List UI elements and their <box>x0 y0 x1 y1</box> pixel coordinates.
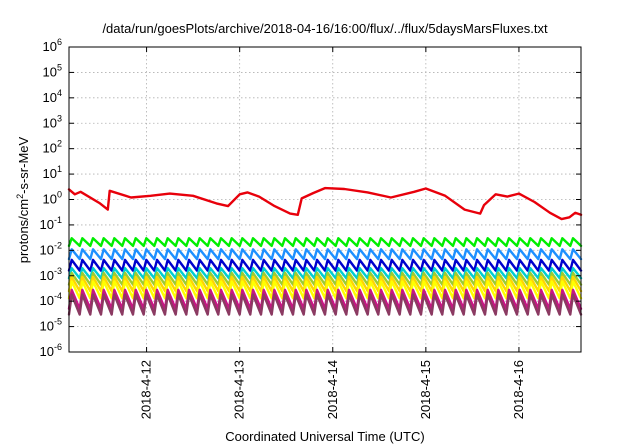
y-tick-label: 100 <box>43 190 62 207</box>
x-axis-label: Coordinated Universal Time (UTC) <box>225 429 424 444</box>
y-axis-ticks: 10-6 10-5 10-4 10-3 10-2 10-1 100 101 102 103 104 1… <box>40 37 581 359</box>
series-line-8 <box>67 280 583 300</box>
x-tick-label: 2018-4-14 <box>325 360 340 419</box>
y-tick-label: 101 <box>43 164 62 181</box>
y-tick-label: 102 <box>43 139 62 156</box>
x-tick-label: 2018-4-13 <box>232 360 247 419</box>
series-line-4 <box>67 258 583 272</box>
chart-title: /data/run/goesPlots/archive/2018-04-16/1… <box>102 21 548 36</box>
x-tick-label: 2018-4-15 <box>418 360 433 419</box>
series-line-3 <box>67 248 583 261</box>
plot-series <box>67 186 583 316</box>
y-tick-label: 10-3 <box>40 266 62 283</box>
y-axis-label: protons/cm2-s-sr-MeV <box>15 136 31 263</box>
y-tick-label: 10-2 <box>40 240 62 257</box>
y-tick-label: 105 <box>43 62 62 79</box>
series-line-2 <box>67 237 583 248</box>
x-tick-label: 2018-4-16 <box>511 360 526 419</box>
y-tick-label: 104 <box>43 88 62 105</box>
y-tick-label: 10-6 <box>40 342 62 359</box>
series-line-5 <box>67 266 583 280</box>
series-line-10 <box>67 293 583 316</box>
y-tick-label: 10-4 <box>40 291 62 308</box>
y-tick-label: 10-1 <box>40 215 62 232</box>
series-line-1 <box>67 186 583 221</box>
y-tick-label: 103 <box>43 113 62 130</box>
y-tick-label: 106 <box>43 37 62 54</box>
x-tick-label: 2018-4-12 <box>139 360 154 419</box>
y-tick-label: 10-5 <box>40 317 62 334</box>
x-axis-ticks: 2018-4-12 2018-4-13 2018-4-14 2018-4-15 2018… <box>139 47 526 419</box>
